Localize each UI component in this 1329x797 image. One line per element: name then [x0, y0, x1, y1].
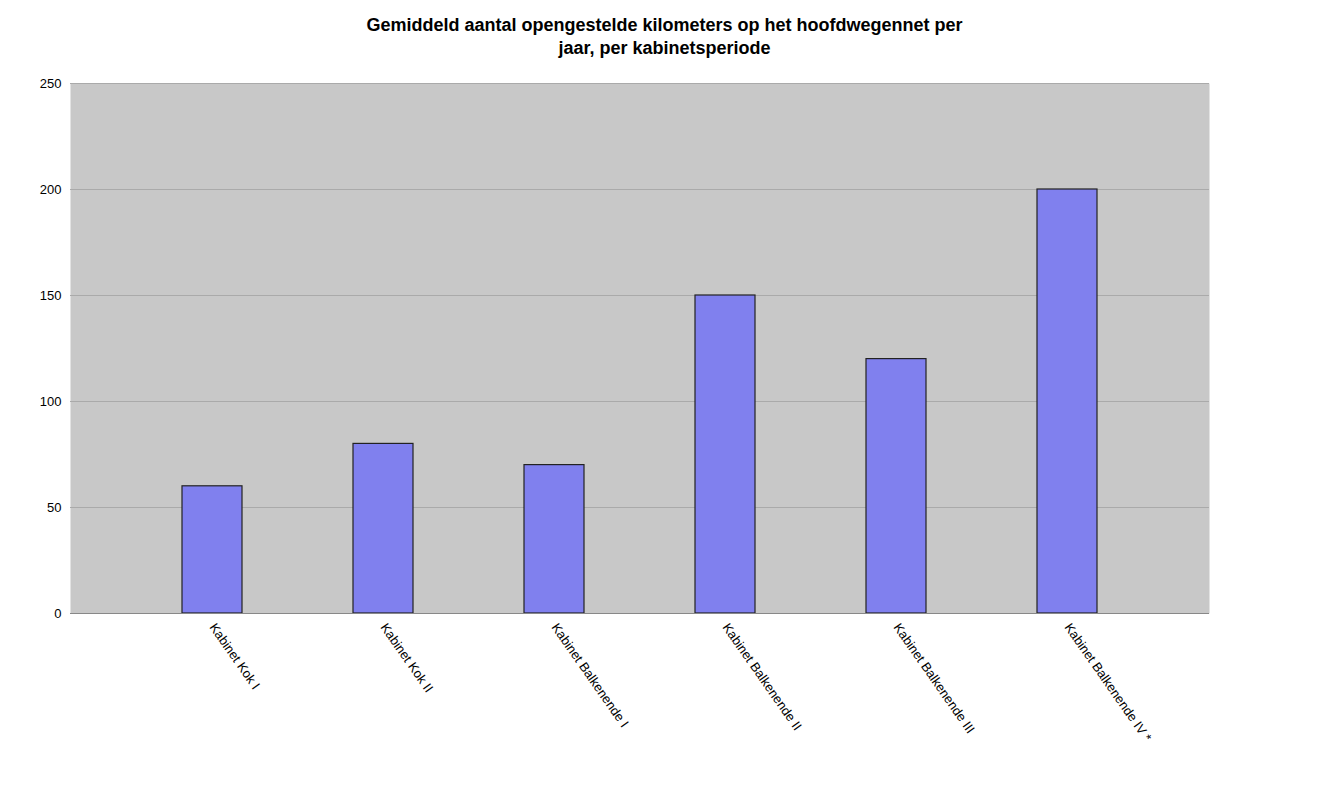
svg-text:0: 0: [54, 605, 61, 620]
svg-text:Kabinet Kok II: Kabinet Kok II: [378, 620, 437, 695]
svg-text:Kabinet Balkenende IV *: Kabinet Balkenende IV *: [1062, 620, 1155, 744]
svg-text:50: 50: [47, 499, 61, 514]
svg-text:Kabinet Kok I: Kabinet Kok I: [207, 620, 264, 692]
svg-text:200: 200: [40, 181, 62, 196]
svg-text:Kabinet Balkenende III: Kabinet Balkenende III: [891, 620, 978, 736]
html-text:Gemiddeld aantal opengestelde: Gemiddeld aantal opengestelde kilometers…: [366, 15, 963, 59]
svg-text:Kabinet Balkenende II: Kabinet Balkenende II: [720, 620, 805, 733]
svg-text:100: 100: [40, 393, 62, 408]
svg-text:Kabinet Balkenende I: Kabinet Balkenende I: [549, 620, 632, 730]
svg-text:150: 150: [40, 287, 62, 302]
svg-text:250: 250: [40, 75, 62, 90]
